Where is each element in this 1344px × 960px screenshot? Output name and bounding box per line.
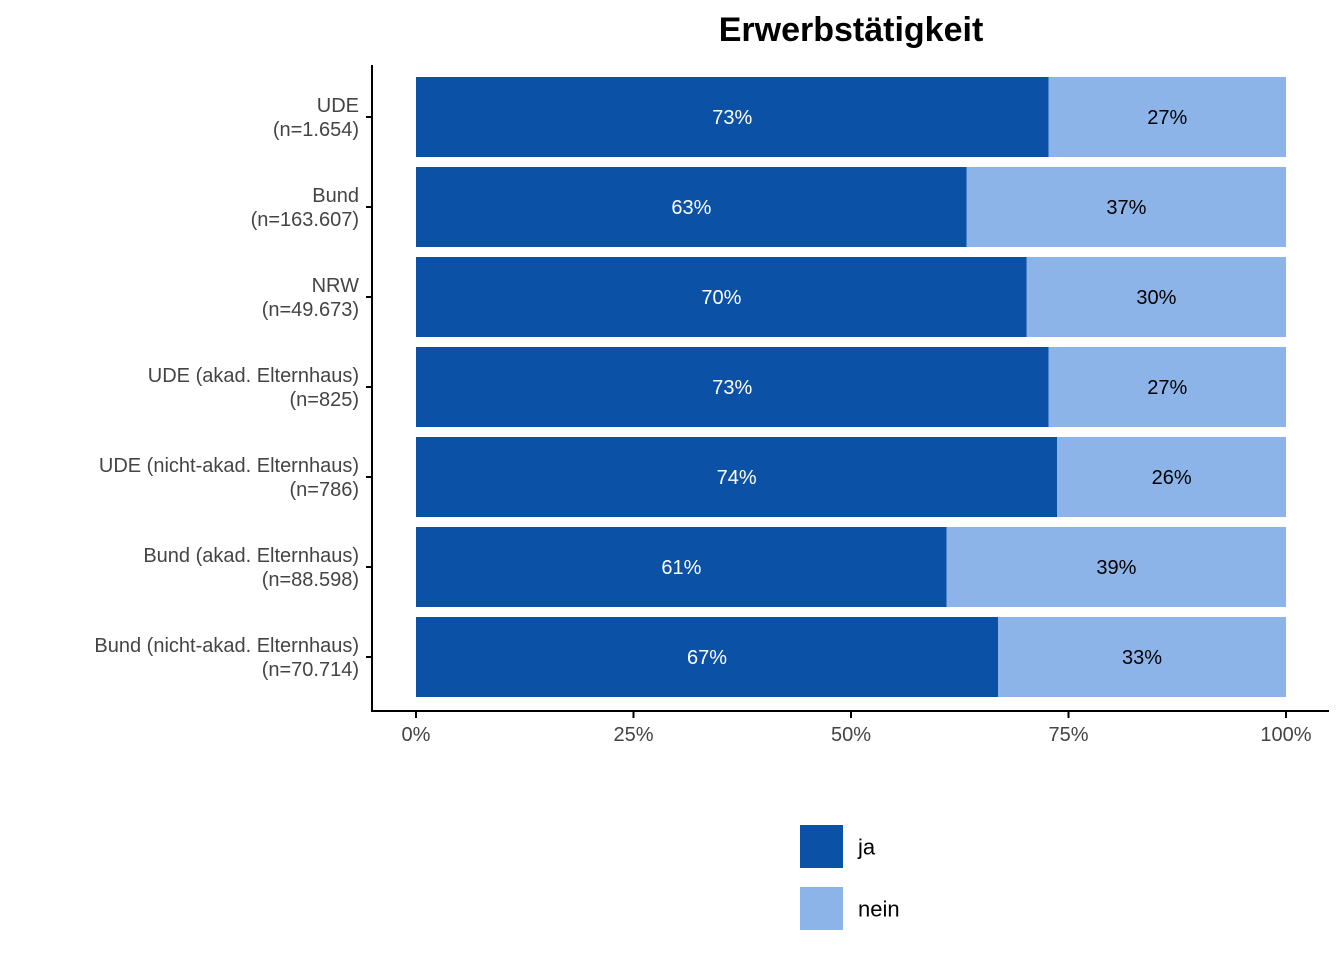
bar-ja-1 [416,167,967,247]
category-sublabel-6: (n=70.714) [262,659,359,681]
bar-label-ja-0: 73% [712,107,752,129]
category-sublabel-1: (n=163.607) [251,209,359,231]
bar-nein-3 [1048,347,1286,427]
x-tick-label-3: 75% [1048,724,1088,746]
category-label-1: Bund [312,185,359,207]
bar-nein-2 [1026,257,1286,337]
chart-title: Erwerbstätigkeit [719,11,984,49]
bar-label-nein-0: 27% [1147,107,1187,129]
bar-nein-0 [1048,77,1286,157]
axes-layer: UDE(n=1.654) Bund(n=163.607) NRW(n=49.673)… [94,65,1329,746]
legend-label-ja: ja [857,835,876,860]
x-tick-label-1: 25% [613,724,653,746]
bar-ja-3 [416,347,1049,427]
bar-nein-6 [998,617,1286,697]
category-label-5: Bund (akad. Elternhaus) [143,545,359,567]
legend: ja nein [800,825,900,930]
bar-ja-0 [416,77,1049,157]
bar-label-ja-6: 67% [687,647,727,669]
category-label-0: UDE [317,95,359,117]
bar-label-ja-2: 70% [701,287,741,309]
category-label-4: UDE (nicht-akad. Elternhaus) [99,455,359,477]
category-sublabel-0: (n=1.654) [273,119,359,141]
category-label-6: Bund (nicht-akad. Elternhaus) [94,635,359,657]
bar-ja-5 [416,527,947,607]
legend-key-nein [800,887,843,930]
bar-label-nein-2: 30% [1136,287,1176,309]
bars-layer: 73% 27% 63% 37% 70% 30% 73% 27% 74% 26% 61% 39% 67% 3… [416,77,1286,697]
bar-ja-6 [416,617,999,697]
bar-label-nein-3: 27% [1147,377,1187,399]
bar-label-nein-1: 37% [1106,197,1146,219]
category-sublabel-2: (n=49.673) [262,299,359,321]
bar-label-nein-5: 39% [1096,557,1136,579]
x-tick-label-0: 0% [402,724,431,746]
x-tick-label-2: 50% [831,724,871,746]
bar-nein-5 [946,527,1286,607]
category-sublabel-4: (n=786) [290,479,360,501]
category-label-2: NRW [312,275,360,297]
bar-ja-2 [416,257,1027,337]
legend-label-nein: nein [858,897,900,922]
category-label-3: UDE (akad. Elternhaus) [148,365,359,387]
category-sublabel-5: (n=88.598) [262,569,359,591]
bar-label-ja-4: 74% [717,467,757,489]
category-sublabel-3: (n=825) [290,389,360,411]
legend-key-ja [800,825,843,868]
bar-label-ja-5: 61% [661,557,701,579]
bar-nein-4 [1057,437,1286,517]
bar-label-nein-4: 26% [1152,467,1192,489]
bar-nein-1 [966,167,1286,247]
bar-label-ja-1: 63% [671,197,711,219]
bar-label-nein-6: 33% [1122,647,1162,669]
x-tick-label-4: 100% [1260,724,1311,746]
bar-label-ja-3: 73% [712,377,752,399]
bar-ja-4 [416,437,1058,517]
